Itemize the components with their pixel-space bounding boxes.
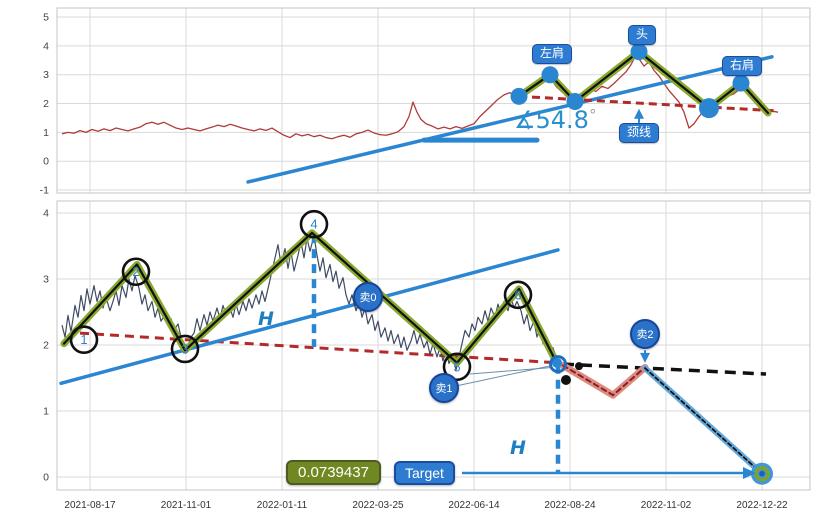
x-axis-tick: 2021-11-01 <box>161 500 212 511</box>
sell-marker-2[interactable]: 卖2 <box>630 319 660 349</box>
y-axis-tick: 4 <box>43 40 49 52</box>
target-value-box[interactable]: 0.0739437 <box>286 460 381 485</box>
x-axis-tick: 2022-12-22 <box>736 500 788 511</box>
x-axis-tick: 2022-01-11 <box>257 500 308 511</box>
target-marker-center <box>759 470 765 477</box>
y-axis-tick: 0 <box>43 472 49 484</box>
y-axis-tick: 2 <box>43 98 49 110</box>
wave-number-ring <box>503 280 533 310</box>
height-label-pattern: H <box>258 308 274 330</box>
y-axis-tick: 4 <box>43 208 49 220</box>
sell2-arrow-head <box>640 352 650 363</box>
wave-number-ring <box>170 334 200 364</box>
right-shoulder-label[interactable]: 右肩 <box>722 56 763 76</box>
sell-marker-0[interactable]: 卖0 <box>353 282 383 312</box>
neckline-dashed-top <box>518 94 775 113</box>
confirm-dot <box>575 362 583 371</box>
breakout-dot <box>552 357 562 368</box>
forecast-zigzag-salmon <box>562 364 646 397</box>
pivot-dot <box>732 74 750 92</box>
trendline-bottom <box>59 248 560 386</box>
y-axis-tick: 3 <box>43 274 49 286</box>
wave-number-ring-number: 3 <box>181 341 188 356</box>
panel-border <box>56 200 811 491</box>
declining-resistance-dashed <box>79 331 559 365</box>
wave-number-ring-number: 1 <box>80 332 87 347</box>
neckline-arrow-head <box>634 108 644 119</box>
y-axis-tick: 1 <box>43 406 49 418</box>
pivot-dot <box>566 93 584 111</box>
left-shoulder-label[interactable]: 左肩 <box>532 44 573 64</box>
y-axis-tick: 3 <box>43 69 49 81</box>
sell-marker-1[interactable]: 卖1 <box>429 373 459 403</box>
y-axis-tick: -1 <box>40 185 49 197</box>
trendline-top <box>246 55 774 184</box>
head-label[interactable]: 头 <box>628 25 657 45</box>
y-axis-tick: 5 <box>43 12 49 24</box>
panel-border <box>56 7 811 194</box>
confirm-dot <box>561 374 571 385</box>
wave-number-ring-number: 6 <box>514 287 521 302</box>
angle-value: ∡54.8 <box>514 106 589 134</box>
neckline-label[interactable]: 颈线 <box>619 123 660 143</box>
pivot-dot <box>699 98 719 119</box>
pivot-dot <box>630 43 648 61</box>
wave-number-ring <box>299 209 329 239</box>
forecast-target-line <box>644 367 763 475</box>
x-axis-tick: 2022-03-25 <box>352 500 404 511</box>
breakout-ring <box>549 355 567 374</box>
wave-number-ring <box>121 257 151 287</box>
target-arrow-head <box>743 467 756 480</box>
pivot-dot <box>510 87 528 105</box>
pivot-dot <box>541 66 559 84</box>
leader-line-2 <box>469 366 553 375</box>
x-axis-tick: 2022-11-02 <box>641 500 692 511</box>
degree-sign: ° <box>588 106 597 124</box>
price-series-top <box>61 54 779 140</box>
target-label-box[interactable]: Target <box>394 461 455 485</box>
x-axis-tick: 2022-08-24 <box>544 500 596 511</box>
breakout-dashed-black <box>562 362 767 376</box>
x-axis-tick: 2022-06-14 <box>448 500 500 511</box>
wave-number-ring-number: 4 <box>310 217 317 232</box>
wave-number-ring-number: 5 <box>453 359 460 374</box>
wave-zigzag-bottom-halo <box>60 229 561 367</box>
trendline-angle-label: ∡54.8° <box>514 106 596 134</box>
y-axis-tick: 2 <box>43 340 49 352</box>
wave-zigzag-bottom <box>62 231 559 365</box>
target-marker-ring <box>754 465 770 482</box>
x-axis-tick: 2021-08-17 <box>64 500 116 511</box>
wave-number-ring <box>69 325 99 355</box>
height-label-projection: H <box>510 437 526 459</box>
price-series-bottom <box>61 234 560 371</box>
y-axis-tick: 0 <box>43 156 49 168</box>
y-axis-tick: 1 <box>43 127 49 139</box>
wave-number-ring-number: 2 <box>132 264 139 279</box>
